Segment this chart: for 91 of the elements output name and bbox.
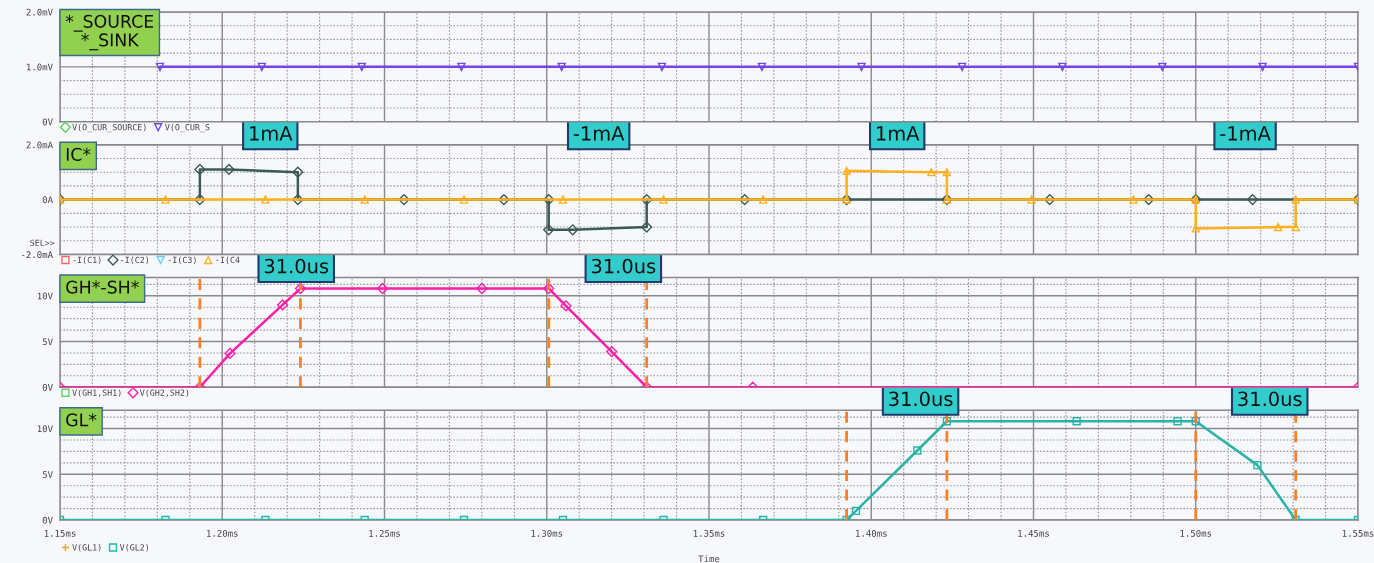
legend-label: V(O_CUR_S (165, 123, 210, 133)
text: 1mA (250, 126, 293, 141)
text: *_SOURCE *_SINK (65, 14, 154, 51)
point (277, 299, 289, 311)
y-tick-label: 2.0mA (26, 141, 53, 149)
text: 31.0us (1238, 391, 1302, 407)
point (292, 194, 304, 206)
point (1027, 195, 1036, 204)
x-tick-label: 1.15ms (44, 530, 76, 537)
chart-title: GL* (66, 413, 97, 427)
y-tick-label: 5V (42, 471, 53, 478)
point (739, 194, 751, 206)
chart-title: GH*-SH* (66, 280, 139, 294)
point (1129, 195, 1138, 204)
point (558, 195, 568, 204)
y-tick-label: 10V (37, 292, 53, 300)
point (498, 194, 510, 206)
point (1173, 417, 1182, 426)
point (376, 282, 389, 295)
text: 31.0us (591, 258, 656, 274)
point (567, 224, 579, 236)
y-tick-label: 2.0mV (26, 8, 53, 16)
x-tick-label: 1.40ms (856, 529, 887, 537)
y-tick-label: 0V (42, 516, 53, 524)
point (942, 168, 952, 177)
point (360, 195, 369, 204)
y-tick-label: 0V (42, 383, 53, 391)
point (659, 195, 668, 204)
x-tick-label: 1.25ms (369, 529, 400, 537)
legend-label: -I(C3) (168, 256, 196, 265)
y-tick-label: 10V (37, 425, 53, 433)
point (194, 194, 206, 206)
point (759, 195, 768, 204)
point (543, 282, 555, 295)
text: SEL>> (30, 239, 55, 246)
point (1246, 194, 1259, 206)
point (224, 347, 236, 360)
point (913, 446, 922, 455)
text: 31.0us (889, 391, 953, 407)
point (1044, 194, 1056, 206)
point (294, 282, 307, 295)
point (1072, 417, 1081, 426)
point (641, 194, 653, 206)
x-tick-label: 1.50ms (1180, 529, 1212, 537)
point (560, 300, 572, 312)
point (842, 166, 851, 175)
y-tick-label: -2.0mA (22, 251, 53, 259)
x-tick-label: 1.35ms (693, 529, 725, 537)
point (476, 282, 488, 295)
text: 1mA (877, 126, 920, 141)
point (1291, 195, 1300, 204)
point (1291, 222, 1300, 232)
point (942, 417, 952, 426)
y-tick-label: 5V (42, 338, 53, 346)
legend-label: V(GH1,SH1) (72, 389, 121, 397)
y-tick-label: 1.0mV (26, 63, 53, 71)
legend-label: -I(C2) (121, 256, 149, 265)
point (223, 163, 235, 176)
point (398, 194, 410, 206)
text: -1mA (1220, 126, 1271, 141)
y-tick-label: 0V (42, 118, 53, 126)
legend-label: -I(C1) (73, 256, 101, 265)
legend-label: V(GL1) (72, 544, 101, 552)
text: 31.0us (264, 258, 329, 274)
x-tick-label: 1.45ms (1018, 530, 1049, 537)
y-tick-label: 0A (42, 196, 53, 204)
point (292, 166, 304, 178)
x-tick-label: 1.30ms (531, 529, 563, 537)
chart-title: IC* (66, 147, 91, 161)
point (261, 195, 270, 204)
legend-label: -I(C4 (216, 256, 240, 265)
legend-label: V(GL2) (119, 544, 149, 552)
point (1143, 194, 1155, 206)
point (1274, 222, 1283, 232)
point (459, 195, 469, 204)
legend-label: V(GH2,SH2) (139, 389, 189, 397)
point (641, 221, 653, 233)
x-tick-label: 1.20ms (207, 529, 238, 537)
point (606, 345, 618, 358)
text: -1mA (573, 126, 625, 141)
point (161, 195, 170, 204)
point (1191, 417, 1200, 426)
point (1191, 224, 1200, 233)
point (543, 224, 555, 236)
legend-label: V(O_CUR_SOURCE) (72, 123, 146, 133)
point (543, 194, 555, 206)
point (194, 163, 206, 176)
x-tick-label: 1.55ms (1342, 530, 1374, 537)
point (1253, 460, 1262, 470)
x-axis-title: Time (698, 555, 720, 563)
point (927, 168, 936, 177)
